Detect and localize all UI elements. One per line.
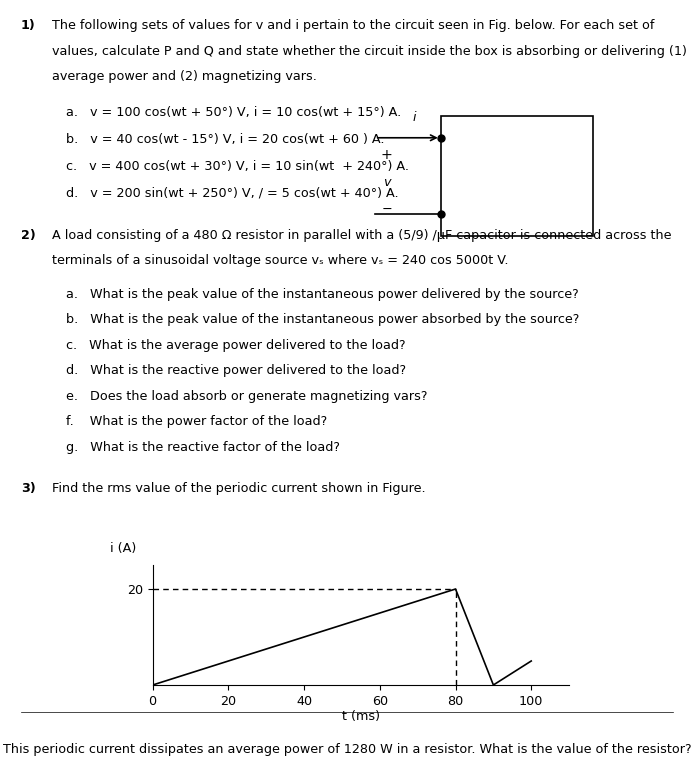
Text: 3): 3) [21,481,35,495]
Text: b.   v = 40 cos(wt - 15°) V, i = 20 cos(wt + 60 ) A.: b. v = 40 cos(wt - 15°) V, i = 20 cos(wt… [66,133,384,146]
Text: a.   v = 100 cos(wt + 50°) V, i = 10 cos(wt + 15°) A.: a. v = 100 cos(wt + 50°) V, i = 10 cos(w… [66,106,401,119]
Text: f.    What is the power factor of the load?: f. What is the power factor of the load? [66,416,327,428]
Text: b.   What is the peak value of the instantaneous power absorbed by the source?: b. What is the peak value of the instant… [66,313,579,326]
Text: e.   Does the load absorb or generate magnetizing vars?: e. Does the load absorb or generate magn… [66,390,428,402]
Text: $v$: $v$ [383,176,393,189]
Text: g.   What is the reactive factor of the load?: g. What is the reactive factor of the lo… [66,441,340,454]
Text: 1): 1) [21,19,35,33]
Text: c.   What is the average power delivered to the load?: c. What is the average power delivered t… [66,339,405,351]
Text: $i$: $i$ [412,110,417,124]
Text: a.   What is the peak value of the instantaneous power delivered by the source?: a. What is the peak value of the instant… [66,288,579,300]
Text: d.   v = 200 sin(wt + 250°) V, / = 5 cos(wt + 40°) A.: d. v = 200 sin(wt + 250°) V, / = 5 cos(w… [66,187,398,200]
Text: d.   What is the reactive power delivered to the load?: d. What is the reactive power delivered … [66,365,406,377]
Text: c.   v = 400 cos(wt + 30°) V, i = 10 sin(wt  + 240°) A.: c. v = 400 cos(wt + 30°) V, i = 10 sin(w… [66,160,409,173]
Text: average power and (2) magnetizing vars.: average power and (2) magnetizing vars. [52,70,317,84]
Text: values, calculate P and Q and state whether the circuit inside the box is absorb: values, calculate P and Q and state whet… [52,45,687,58]
Text: The following sets of values for v and i pertain to the circuit seen in Fig. bel: The following sets of values for v and i… [52,19,654,33]
Text: 2): 2) [21,229,35,241]
Text: +: + [380,148,392,162]
X-axis label: t (ms): t (ms) [342,711,380,724]
Text: −: − [382,203,392,215]
Text: This periodic current dissipates an average power of 1280 W in a resistor. What : This periodic current dissipates an aver… [3,743,691,756]
Text: Find the rms value of the periodic current shown in Figure.: Find the rms value of the periodic curre… [52,481,425,495]
Y-axis label: i (A): i (A) [110,543,137,556]
Text: terminals of a sinusoidal voltage source vₛ where vₛ = 240 cos 5000t V.: terminals of a sinusoidal voltage source… [52,255,509,267]
Text: A load consisting of a 480 Ω resistor in parallel with a (5/9) /μF capacitor is : A load consisting of a 480 Ω resistor in… [52,229,672,241]
